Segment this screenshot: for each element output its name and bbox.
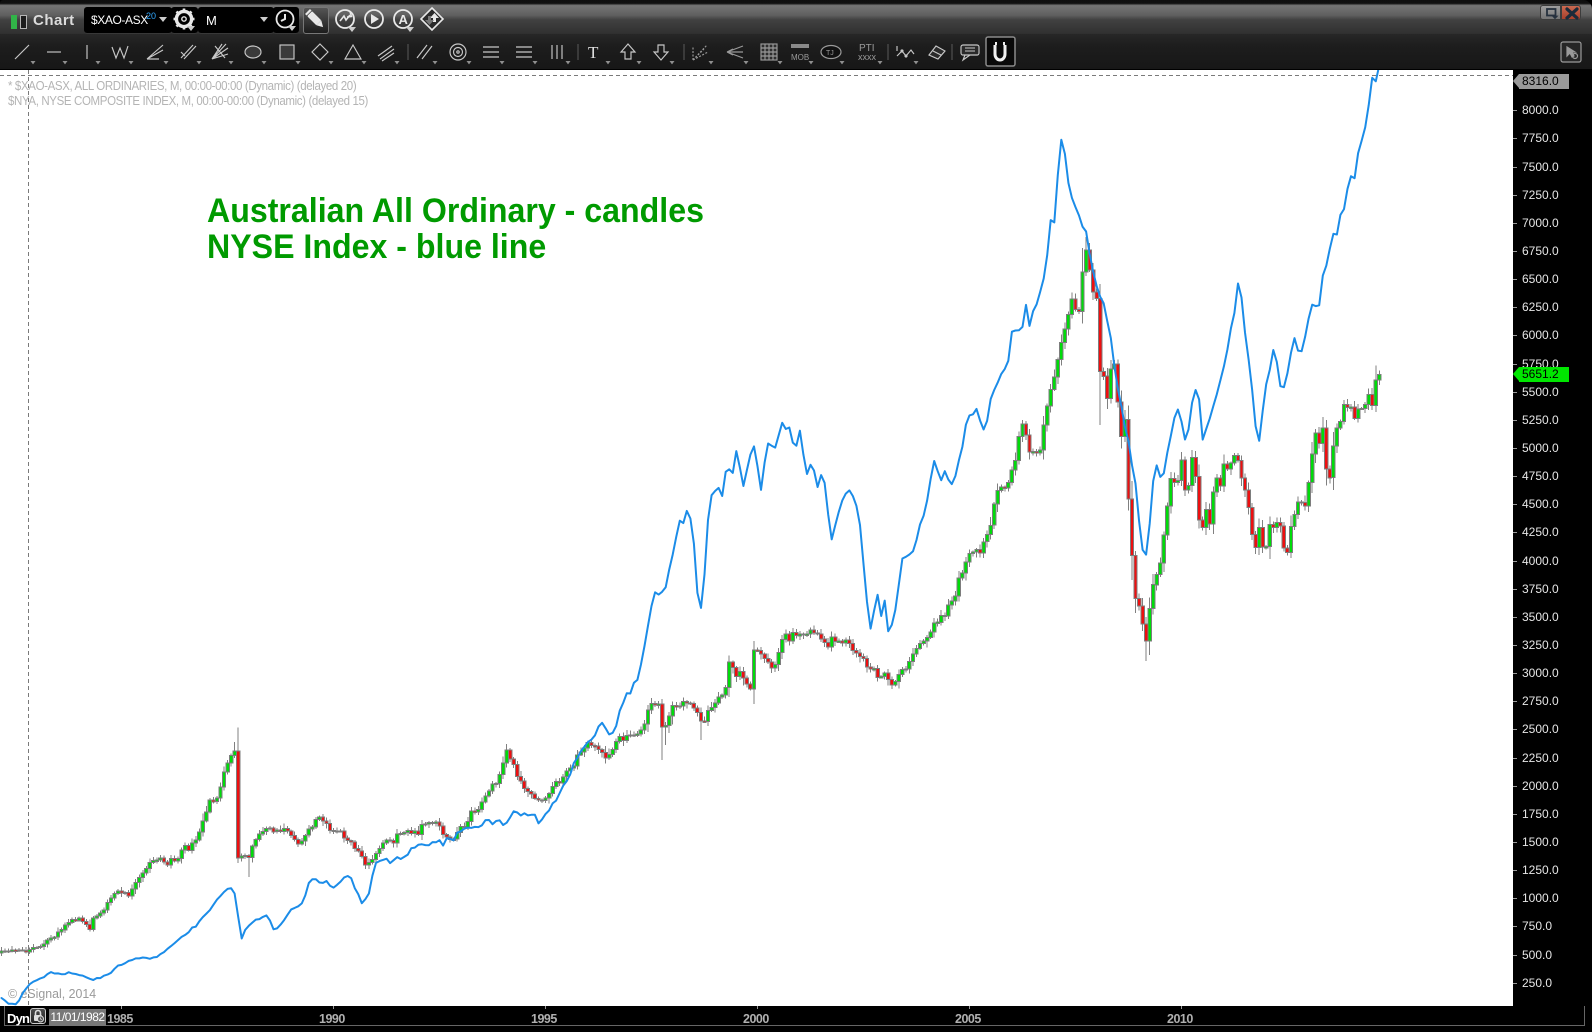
svg-text:T: T xyxy=(588,43,599,62)
svg-text:xxxx: xxxx xyxy=(858,52,877,62)
svg-text:A: A xyxy=(399,12,409,27)
svg-text:MOB: MOB xyxy=(791,53,809,62)
svg-text:PTI: PTI xyxy=(859,43,875,54)
svg-text:TJ: TJ xyxy=(826,50,834,57)
